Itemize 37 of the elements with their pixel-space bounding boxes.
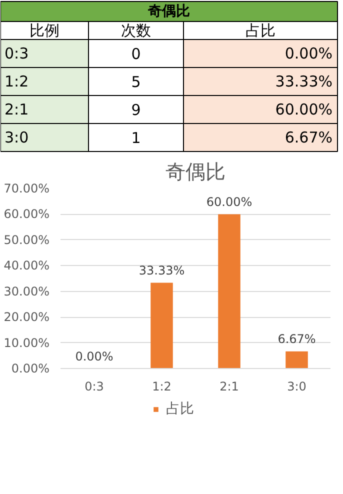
y-tick-label: 30.00% [4, 284, 50, 298]
data-label: 60.00% [206, 195, 252, 210]
x-tick-label: 0:3 [84, 380, 104, 394]
y-tick-label: 20.00% [4, 310, 50, 324]
y-tick-label: 70.00% [4, 182, 50, 196]
text: 奇偶比 [147, 4, 190, 20]
text: 6.67% [284, 128, 333, 146]
category-label: 占比 [246, 22, 276, 40]
data-label: 33.33% [138, 264, 185, 278]
y-tick-label: 60.00% [4, 207, 50, 222]
category-label: 0:3 [4, 44, 29, 62]
bar [286, 351, 308, 368]
bar [150, 282, 173, 368]
legend-label: 占比 [166, 400, 194, 418]
text: 1 [131, 129, 141, 147]
data-label: 6.67% [278, 332, 316, 346]
category-label: 1:2 [4, 72, 29, 90]
category-label: 3:0 [4, 128, 29, 146]
category-label: 2:1 [4, 100, 29, 118]
text: 0 [131, 45, 141, 63]
text: 比例 [30, 22, 60, 40]
y-tick-label: 0.00% [11, 362, 50, 376]
chart-title: 奇偶比 [166, 160, 226, 184]
text: 33.33% [275, 72, 333, 90]
y-tick-label: 10.00% [4, 336, 50, 350]
category-label: 次数 [121, 22, 151, 40]
y-tick-label: 40.00% [4, 258, 50, 273]
text: 60.00% [275, 100, 333, 118]
data-label: 0.00% [75, 349, 114, 364]
text: 9 [131, 101, 141, 119]
x-tick-label: 2:1 [220, 380, 239, 394]
bar [218, 214, 240, 368]
x-tick-label: 1:2 [152, 380, 172, 394]
text: 0.00% [284, 44, 333, 62]
x-tick-label: 3:0 [287, 380, 306, 394]
y-tick-label: 50.00% [4, 232, 50, 247]
text: 5 [131, 73, 141, 91]
